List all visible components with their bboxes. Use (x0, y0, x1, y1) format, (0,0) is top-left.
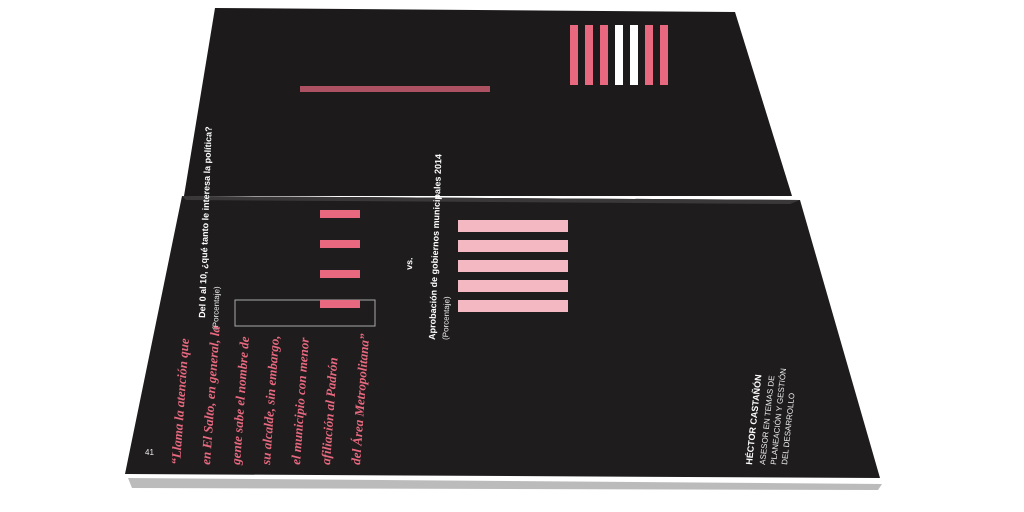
bottom-page (125, 196, 880, 478)
chart2-bars (458, 220, 568, 312)
page-edges (128, 478, 882, 490)
top-chart-bars (300, 25, 668, 92)
versus: vs. (404, 257, 414, 270)
page-number: 41 (145, 448, 154, 457)
spine (182, 196, 800, 204)
quote-line: afiliación al Padrón (318, 357, 340, 465)
top-page (184, 8, 792, 196)
chart1-subtitle: (Porcentaje) (211, 286, 222, 330)
chart1-bars (234, 210, 376, 327)
chart2-subtitle: (Porcentaje) (441, 296, 452, 340)
